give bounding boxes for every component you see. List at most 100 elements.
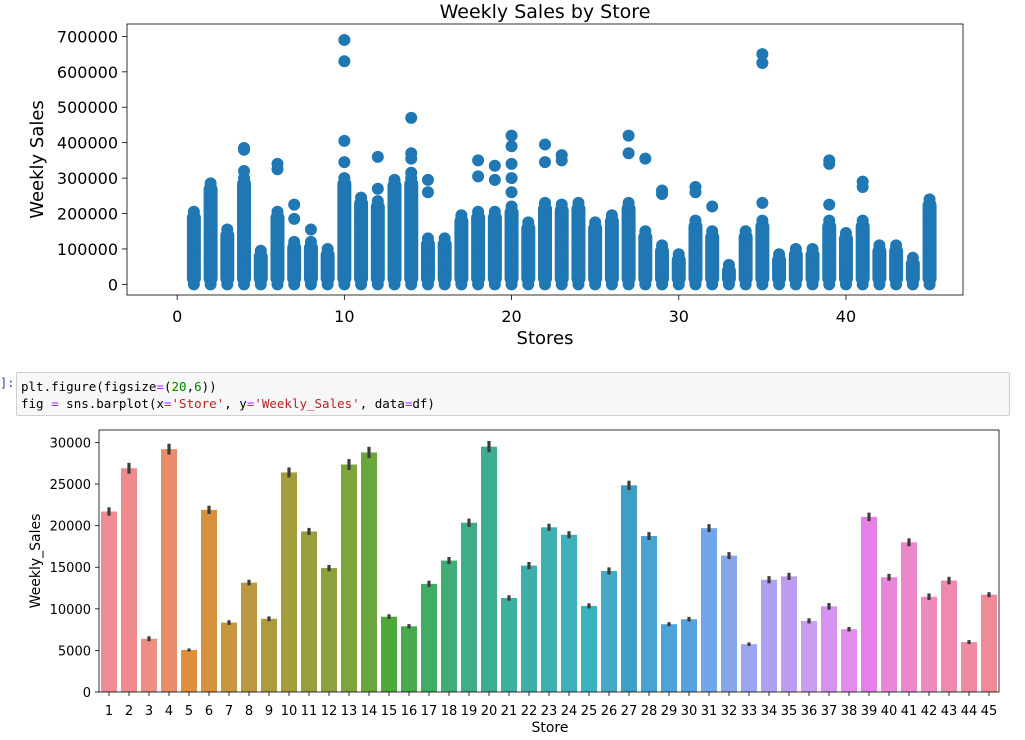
scatter-point: [271, 242, 284, 255]
scatter-point: [355, 191, 368, 204]
scatter-point: [589, 231, 602, 244]
bar-xtick-label: 42: [921, 704, 938, 719]
scatter-point: [572, 196, 585, 209]
bar-xlabel: Store: [531, 720, 568, 736]
scatter-point: [221, 264, 234, 277]
bar: [741, 644, 757, 692]
scatter-point: [706, 238, 719, 251]
scatter-point: [254, 261, 267, 274]
code-cell[interactable]: plt.figure(figsize=(20,6)) fig = sns.barp…: [16, 372, 1010, 416]
scatter-point: [288, 257, 301, 270]
scatter-point: [455, 278, 468, 291]
bar: [621, 485, 637, 692]
scatter-point: [472, 205, 485, 218]
scatter-point: [522, 216, 535, 229]
bar: [261, 618, 277, 692]
scatter-point: [639, 251, 652, 264]
scatter-point: [555, 154, 568, 167]
scatter-point: [706, 225, 719, 238]
scatter-point: [221, 250, 234, 263]
bar-xtick-label: 23: [541, 704, 558, 719]
scatter-point: [321, 260, 334, 273]
code-token: =: [164, 396, 172, 411]
scatter-point: [421, 186, 434, 199]
bar-xtick-label: 21: [501, 704, 518, 719]
scatter-point: [756, 214, 769, 227]
scatter-point: [388, 226, 401, 239]
scatter-point: [204, 227, 217, 240]
bar-xtick-label: 43: [941, 704, 958, 719]
bar-xtick-label: 38: [841, 704, 858, 719]
scatter-ytick-label: 200000: [57, 205, 118, 224]
scatter-point: [589, 216, 602, 229]
scatter-point: [823, 230, 836, 243]
scatter-point: [405, 251, 418, 264]
scatter-point: [689, 278, 702, 291]
bar: [481, 446, 497, 692]
scatter-point: [555, 218, 568, 231]
bar: [441, 560, 457, 692]
scatter-xtick-label: 20: [501, 307, 521, 326]
scatter-point: [288, 278, 301, 291]
bar: [461, 522, 477, 692]
scatter-point: [271, 260, 284, 273]
code-token: , data: [359, 396, 405, 411]
scatter-point: [605, 261, 618, 274]
bar: [121, 468, 137, 692]
scatter-point: [405, 278, 418, 291]
bar: [541, 527, 557, 692]
scatter-point: [488, 260, 501, 273]
scatter-point: [221, 278, 234, 291]
scatter-point: [405, 152, 418, 165]
scatter-point: [739, 238, 752, 251]
bar: [401, 626, 417, 692]
bar-xtick-label: 33: [741, 704, 758, 719]
scatter-point: [321, 278, 334, 291]
scatter-point: [656, 239, 669, 252]
scatter-point: [321, 269, 334, 282]
scatter-point: [539, 278, 551, 291]
scatter-point: [539, 258, 551, 271]
scatter-point: [371, 257, 384, 270]
bar: [861, 516, 877, 692]
scatter-point: [505, 172, 518, 185]
scatter-point: [438, 278, 451, 291]
scatter-point: [656, 249, 669, 262]
bar-xtick-label: 13: [341, 704, 358, 719]
scatter-point: [856, 230, 869, 243]
code-token: =: [51, 396, 59, 411]
scatter-point: [789, 260, 802, 273]
scatter-point: [890, 278, 903, 291]
bar: [801, 620, 817, 692]
bar: [161, 449, 177, 692]
scatter-point: [622, 196, 635, 209]
scatter-point: [689, 214, 702, 227]
bar-xtick-label: 26: [601, 704, 618, 719]
scatter-ytick-label: 100000: [57, 240, 118, 259]
bar: [781, 576, 797, 692]
scatter-point: [421, 266, 434, 279]
scatter-ytick-label: 300000: [57, 169, 118, 188]
scatter-point: [338, 172, 351, 185]
bar: [381, 616, 397, 692]
scatter-point: [555, 238, 568, 251]
scatter-point: [505, 129, 518, 142]
bar-xtick-label: 34: [761, 704, 778, 719]
scatter-point: [605, 278, 618, 291]
bar-xtick-label: 39: [861, 704, 878, 719]
bar-ytick-label: 0: [83, 686, 91, 701]
scatter-point: [890, 258, 903, 271]
bar-ytick-label: 20000: [50, 520, 91, 535]
bar-xtick-label: 45: [981, 704, 998, 719]
scatter-point: [304, 246, 317, 259]
scatter-point: [321, 242, 334, 255]
scatter-point: [622, 217, 635, 230]
scatter-point: [405, 111, 418, 124]
scatter-point: [472, 223, 485, 236]
scatter-point: [706, 278, 719, 291]
scatter-point: [187, 260, 200, 273]
scatter-point: [873, 249, 886, 262]
bar-xtick-label: 3: [145, 704, 153, 719]
scatter-point: [421, 232, 434, 245]
scatter-point: [839, 252, 852, 265]
